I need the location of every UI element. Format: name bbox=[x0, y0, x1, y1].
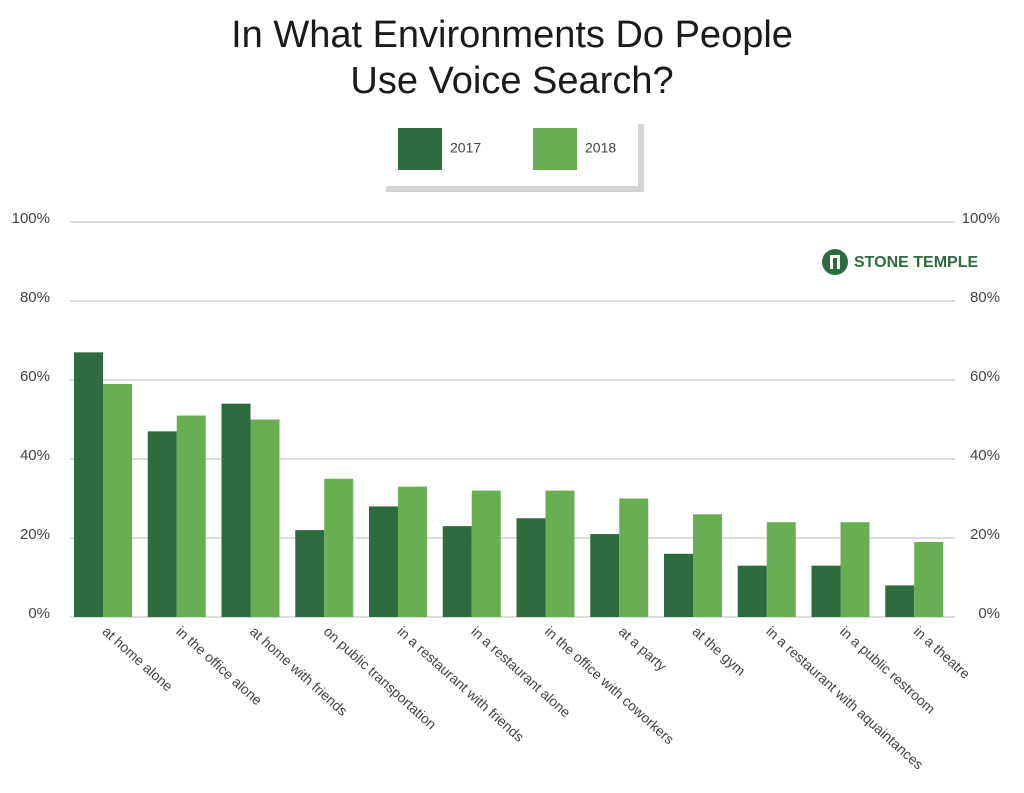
bar bbox=[147, 431, 177, 617]
y-tick-label: 80% bbox=[20, 289, 50, 306]
bar bbox=[221, 403, 251, 617]
bar bbox=[471, 490, 501, 617]
y2-tick-label: 80% bbox=[970, 289, 1000, 306]
legend-swatch bbox=[533, 128, 577, 170]
bar bbox=[811, 565, 841, 617]
x-tick-label: in a restaurant with friends bbox=[395, 623, 528, 745]
x-tick-label: at a party bbox=[616, 623, 670, 674]
logo-icon-inner bbox=[833, 258, 837, 269]
x-tick-label: at the gym bbox=[690, 623, 749, 679]
bar bbox=[176, 415, 206, 617]
y2-tick-label: 40% bbox=[970, 447, 1000, 464]
x-tick-label: in a restaurant with aquaintances bbox=[763, 623, 926, 772]
bar bbox=[295, 530, 325, 617]
bar bbox=[545, 490, 575, 617]
y2-tick-label: 0% bbox=[978, 605, 1000, 622]
bar bbox=[103, 383, 132, 617]
x-tick-label: in the office with coworkers bbox=[542, 623, 677, 747]
y-tick-label: 100% bbox=[12, 210, 50, 227]
y-tick-label: 20% bbox=[20, 526, 50, 543]
bar bbox=[590, 534, 620, 617]
chart-title: In What Environments Do People Use Voice… bbox=[231, 14, 793, 102]
bar bbox=[914, 541, 944, 617]
y2-tick-label: 100% bbox=[962, 210, 1000, 227]
bar bbox=[693, 514, 722, 617]
bar bbox=[250, 419, 280, 617]
bar bbox=[398, 486, 427, 617]
bar bbox=[840, 522, 870, 617]
y-tick-label: 60% bbox=[20, 368, 50, 385]
bar bbox=[324, 478, 354, 617]
legend-label: 2018 bbox=[585, 140, 616, 156]
bar bbox=[74, 352, 103, 617]
legend-swatch bbox=[398, 128, 442, 170]
y2-tick-label: 20% bbox=[970, 526, 1000, 543]
y-tick-label: 0% bbox=[28, 605, 50, 622]
y-tick-label: 40% bbox=[20, 447, 50, 464]
bar bbox=[664, 553, 693, 617]
bar bbox=[737, 565, 767, 617]
bar bbox=[619, 498, 649, 617]
legend-label: 2017 bbox=[450, 140, 481, 156]
bar bbox=[369, 506, 398, 617]
x-tick-label: in a theatre bbox=[911, 623, 974, 682]
y2-tick-label: 60% bbox=[970, 368, 1000, 385]
x-tick-label: at home alone bbox=[100, 623, 177, 694]
bar bbox=[766, 522, 796, 617]
bar bbox=[516, 518, 546, 617]
bar bbox=[442, 526, 472, 617]
logo-text: STONE TEMPLE bbox=[854, 254, 978, 271]
bar bbox=[885, 585, 915, 617]
